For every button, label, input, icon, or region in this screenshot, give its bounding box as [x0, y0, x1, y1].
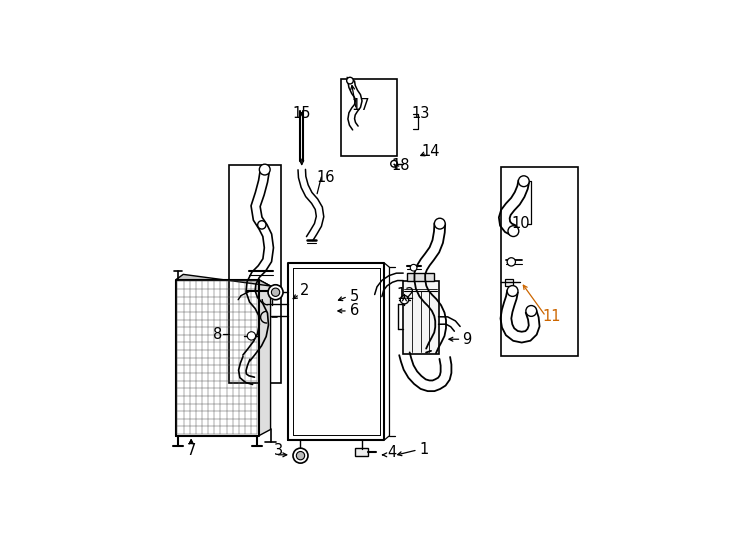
- Circle shape: [518, 176, 529, 187]
- Circle shape: [268, 285, 283, 300]
- Bar: [355, 448, 368, 456]
- Circle shape: [247, 332, 255, 340]
- Text: 7: 7: [186, 443, 196, 458]
- Circle shape: [297, 451, 305, 460]
- Circle shape: [258, 221, 266, 229]
- Text: 17: 17: [351, 98, 370, 113]
- Text: 15: 15: [292, 106, 310, 122]
- Circle shape: [272, 288, 280, 296]
- Circle shape: [293, 448, 308, 463]
- Text: 3: 3: [274, 443, 283, 458]
- Text: 6: 6: [350, 303, 359, 319]
- Text: 12: 12: [396, 287, 415, 302]
- Circle shape: [508, 226, 519, 237]
- Bar: [505, 279, 513, 286]
- Text: 13: 13: [412, 106, 430, 122]
- Text: 4: 4: [388, 445, 396, 460]
- Text: 14: 14: [421, 144, 440, 159]
- Circle shape: [507, 286, 518, 296]
- Bar: [501, 167, 578, 356]
- Circle shape: [435, 218, 446, 229]
- Bar: [403, 281, 438, 354]
- Circle shape: [507, 258, 515, 266]
- Text: 16: 16: [316, 170, 335, 185]
- Text: 2: 2: [300, 283, 309, 298]
- Text: 1: 1: [419, 442, 429, 457]
- Text: 9: 9: [462, 332, 471, 347]
- Text: 10: 10: [512, 216, 530, 231]
- Bar: [228, 165, 280, 383]
- Polygon shape: [259, 280, 271, 436]
- Text: 11: 11: [542, 309, 561, 324]
- Text: 5: 5: [350, 289, 359, 304]
- Polygon shape: [407, 273, 435, 281]
- Circle shape: [400, 295, 409, 304]
- Text: 8: 8: [213, 327, 222, 342]
- Circle shape: [390, 160, 397, 167]
- Circle shape: [259, 164, 270, 175]
- Bar: [341, 79, 397, 156]
- Polygon shape: [175, 274, 271, 286]
- Circle shape: [346, 77, 353, 84]
- Circle shape: [410, 265, 417, 271]
- Text: 18: 18: [392, 158, 410, 173]
- Circle shape: [526, 306, 537, 316]
